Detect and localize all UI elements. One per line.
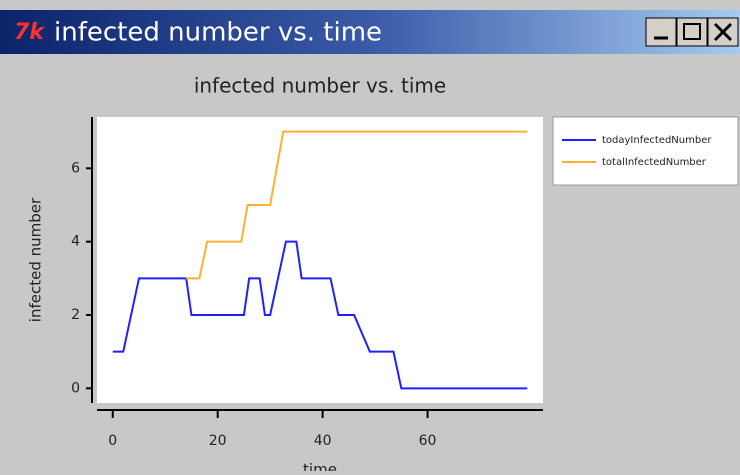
y-axis-label: infected number bbox=[27, 197, 45, 322]
legend-label: totalInfectedNumber bbox=[602, 157, 707, 168]
legend bbox=[552, 116, 739, 186]
y-tick-label: 6 bbox=[71, 160, 80, 176]
maximize-button[interactable] bbox=[676, 17, 708, 47]
maximize-icon bbox=[683, 23, 701, 40]
line bbox=[112, 240, 528, 390]
x-tick-label: 40 bbox=[314, 433, 332, 449]
chart-title: infected number vs. time bbox=[194, 74, 446, 98]
x-tick-label: 20 bbox=[209, 433, 227, 449]
y-tick-label: 2 bbox=[71, 307, 80, 323]
plot-area bbox=[97, 117, 543, 403]
minimize-button[interactable] bbox=[645, 17, 677, 47]
tk-icon: 7k bbox=[14, 20, 45, 45]
x-axis-label: time bbox=[303, 461, 337, 472]
window-title: infected number vs. time bbox=[54, 18, 382, 48]
window-buttons[interactable] bbox=[645, 17, 739, 47]
x-tick-label: 60 bbox=[419, 433, 437, 449]
x-tick-label: 0 bbox=[108, 433, 117, 449]
close-icon bbox=[713, 22, 733, 42]
title-bar bbox=[0, 10, 740, 54]
line bbox=[186, 130, 528, 280]
y-tick-label: 0 bbox=[71, 380, 80, 396]
y-tick-label: 4 bbox=[71, 234, 80, 250]
legend-label: todayInfectedNumber bbox=[602, 135, 712, 146]
